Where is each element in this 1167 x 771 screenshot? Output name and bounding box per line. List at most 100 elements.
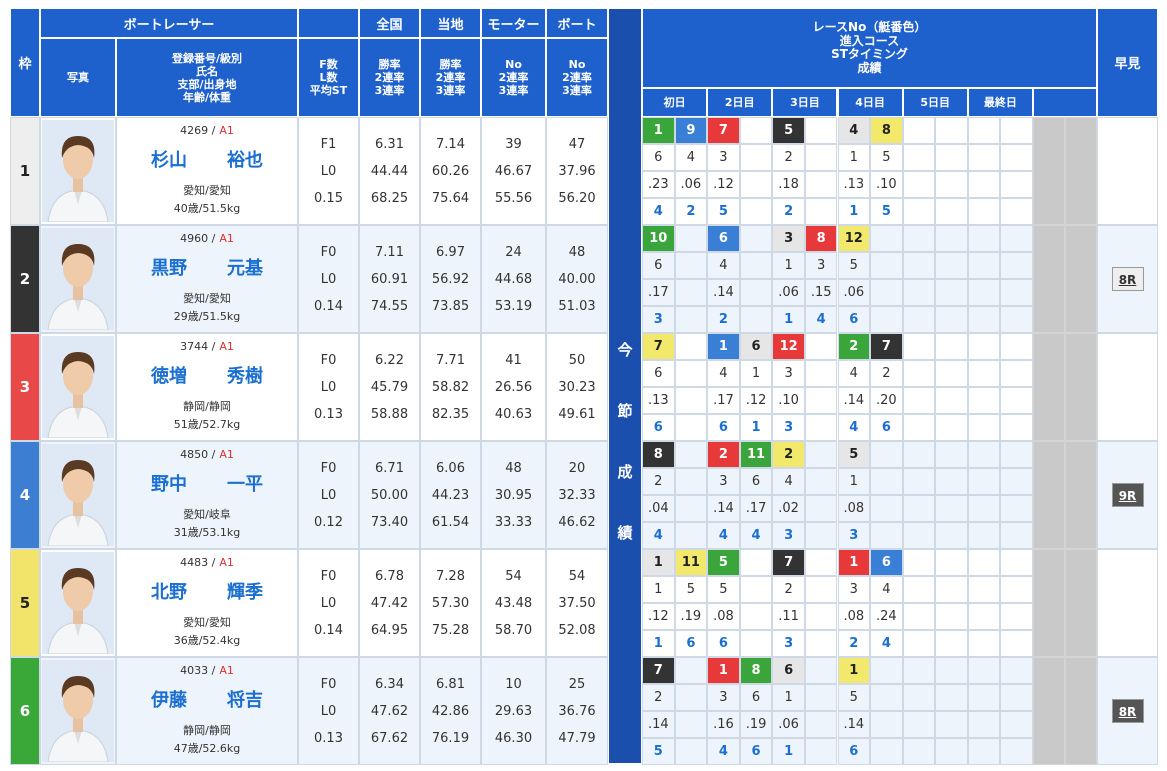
race-cell: .13 xyxy=(837,171,871,198)
race-result[interactable]: 3 xyxy=(784,420,794,435)
race-result[interactable]: 4 xyxy=(751,528,761,543)
fl-value: 0.14 xyxy=(314,622,343,638)
family-name[interactable]: 黒野 xyxy=(151,258,187,279)
quick-cell xyxy=(1097,117,1158,225)
quick-button[interactable]: 8R xyxy=(1111,699,1144,723)
national-stats: 7.11 60.91 74.55 xyxy=(359,225,420,333)
given-name[interactable]: 秀樹 xyxy=(227,366,263,387)
race-cell: 4 xyxy=(707,360,740,387)
race-cell: 1 xyxy=(837,144,871,171)
given-name[interactable]: 輝季 xyxy=(227,582,263,603)
family-name[interactable]: 伊藤 xyxy=(151,690,187,711)
local-header: 当地 xyxy=(420,8,481,38)
race-cell: 10 xyxy=(642,225,675,252)
branch: 静岡/静岡 xyxy=(183,400,231,413)
race-cell: 4 xyxy=(707,252,740,279)
race-result[interactable]: 3 xyxy=(784,528,794,543)
race-result[interactable]: 4 xyxy=(718,528,728,543)
race-result[interactable]: 4 xyxy=(849,420,859,435)
frame-header: 枠 xyxy=(10,8,40,117)
race-result[interactable]: 6 xyxy=(718,420,728,435)
given-name[interactable]: 元基 xyxy=(227,258,263,279)
quick-cell: 8R xyxy=(1097,225,1158,333)
info-header-line: 支部/出身地 xyxy=(177,77,237,91)
given-name[interactable]: 将吉 xyxy=(227,690,263,711)
race-cell: .14 xyxy=(642,711,675,738)
race-result[interactable]: 6 xyxy=(881,420,891,435)
fl-stats: F0 L0 0.12 xyxy=(298,441,359,549)
race-cell: 5 xyxy=(837,252,871,279)
quick-button[interactable]: 8R xyxy=(1111,267,1144,291)
given-name[interactable]: 裕也 xyxy=(227,150,263,171)
race-result[interactable]: 2 xyxy=(849,636,859,651)
race-cell xyxy=(804,360,838,387)
race-result[interactable]: 3 xyxy=(653,312,663,327)
race-result[interactable]: 4 xyxy=(718,744,728,759)
race-result[interactable]: 1 xyxy=(784,312,794,327)
race-result[interactable]: 1 xyxy=(653,636,663,651)
branch: 愛知/愛知 xyxy=(183,616,231,629)
family-name[interactable]: 野中 xyxy=(151,474,187,495)
race-result[interactable]: 6 xyxy=(686,636,696,651)
race-cell xyxy=(967,657,1001,684)
family-name[interactable]: 北野 xyxy=(151,582,187,603)
race-result[interactable]: 3 xyxy=(784,636,794,651)
race-cell xyxy=(967,414,1001,441)
race-result[interactable]: 4 xyxy=(881,636,891,651)
local-value: 42.86 xyxy=(431,703,470,719)
family-name[interactable]: 杉山 xyxy=(151,150,187,171)
boat-value: 52.08 xyxy=(558,622,596,638)
race-cell: 8 xyxy=(739,657,773,684)
motor-value: 43.48 xyxy=(494,595,533,611)
race-cell: 7 xyxy=(870,333,903,360)
given-name[interactable]: 一平 xyxy=(227,474,263,495)
race-cell xyxy=(739,603,773,630)
race-result[interactable]: 5 xyxy=(881,204,891,219)
race-result[interactable]: 2 xyxy=(718,312,728,327)
quick-header: 早見 xyxy=(1097,8,1158,117)
race-result[interactable]: 2 xyxy=(784,204,794,219)
race-result[interactable]: 6 xyxy=(718,636,728,651)
race-cell: .06 xyxy=(674,171,708,198)
race-header-line: 進入コース xyxy=(839,33,900,48)
race-result[interactable]: 6 xyxy=(849,312,859,327)
race-cell xyxy=(967,603,1001,630)
quick-button[interactable]: 9R xyxy=(1111,483,1144,507)
race-cell xyxy=(870,468,903,495)
race-result[interactable]: 6 xyxy=(653,420,663,435)
race-result[interactable]: 4 xyxy=(816,312,826,327)
race-result[interactable]: 5 xyxy=(718,204,728,219)
race-cell: 8 xyxy=(642,441,675,468)
race-cell xyxy=(935,630,968,657)
race-result[interactable]: 5 xyxy=(653,744,663,759)
motor-value: 58.70 xyxy=(494,622,533,638)
race-result[interactable]: 4 xyxy=(653,528,663,543)
family-name[interactable]: 徳増 xyxy=(151,366,187,387)
race-result[interactable]: 6 xyxy=(751,744,761,759)
fl-value: L0 xyxy=(320,487,337,503)
race-result[interactable]: 3 xyxy=(849,528,859,543)
fl-value: L0 xyxy=(320,271,337,287)
race-cell: 6 xyxy=(674,630,708,657)
race-cell xyxy=(1000,522,1033,549)
national-value: 44.44 xyxy=(370,163,409,179)
national-value: 6.31 xyxy=(375,136,404,152)
race-result[interactable]: 1 xyxy=(751,420,761,435)
race-cell: 3 xyxy=(772,225,805,252)
race-result[interactable]: 2 xyxy=(686,204,696,219)
race-cell: 6 xyxy=(739,684,773,711)
reg-number: 4033 / xyxy=(180,664,216,677)
race-cell xyxy=(935,387,968,414)
race-result[interactable]: 1 xyxy=(784,744,794,759)
race-result[interactable]: 6 xyxy=(849,744,859,759)
local-sub-line: 2連率 xyxy=(435,71,466,84)
race-cell xyxy=(804,387,838,414)
race-cell xyxy=(967,684,1001,711)
race-cell: 7 xyxy=(707,117,740,144)
motor-stats: 24 44.68 53.19 xyxy=(481,225,546,333)
race-result[interactable]: 4 xyxy=(653,204,663,219)
race-cell: .12 xyxy=(642,603,675,630)
race-result[interactable]: 1 xyxy=(849,204,859,219)
race-cell xyxy=(870,252,903,279)
